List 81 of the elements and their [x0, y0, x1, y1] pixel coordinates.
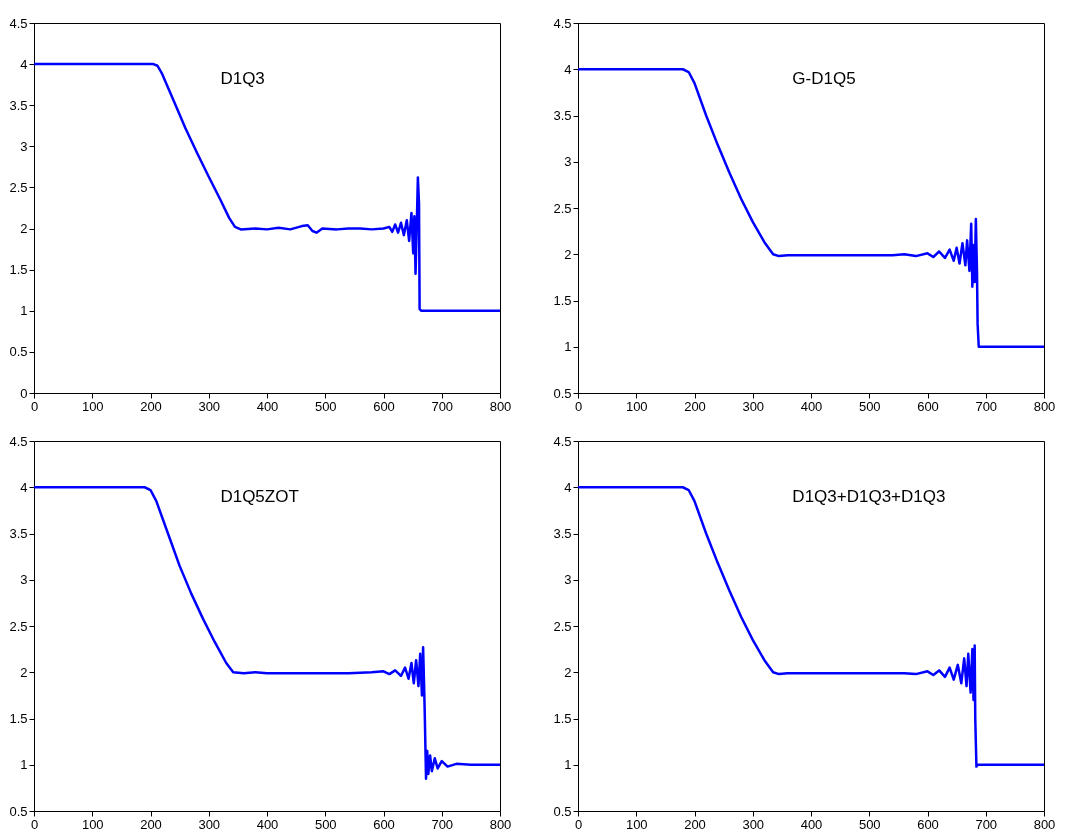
- annotation: D1Q3+D1Q3+D1Q3: [792, 486, 946, 506]
- y-tick-label: 3: [564, 154, 572, 170]
- y-tick-label: 2.5: [553, 200, 572, 216]
- line-series: [578, 68, 1044, 348]
- y-tick-label: 0.5: [9, 344, 28, 360]
- x-tick-label: 200: [140, 816, 162, 832]
- y-tick-label: 2: [564, 246, 572, 262]
- x-tick-label: 100: [625, 816, 648, 832]
- y-tick-label: 3: [20, 138, 28, 154]
- x-tick-label: 800: [489, 398, 512, 414]
- line-series: [34, 486, 500, 780]
- y-tick-label: 1.5: [9, 711, 28, 726]
- y-tick-label: 4: [564, 479, 572, 495]
- x-tick-label: 500: [858, 816, 881, 832]
- y-tick-label: 1.5: [9, 262, 28, 278]
- y-tick-label: 3.5: [9, 97, 28, 113]
- x-tick-label: 400: [800, 816, 823, 832]
- x-tick-label: 300: [742, 398, 765, 414]
- x-tick-label: 400: [256, 398, 279, 414]
- x-tick-label: 0: [574, 816, 583, 832]
- x-tick-label: 600: [917, 398, 939, 414]
- x-tick-label: 700: [975, 816, 998, 832]
- y-tick-label: 4: [20, 56, 28, 72]
- y-tick-label: 4.5: [553, 433, 572, 449]
- x-tick-label: 200: [140, 398, 162, 414]
- y-tick-label: 4.5: [9, 433, 28, 449]
- y-tick-label: 4.5: [553, 15, 572, 31]
- line-series: [578, 486, 1044, 768]
- x-tick-label: 800: [1033, 816, 1056, 832]
- x-tick-label: 0: [574, 398, 583, 414]
- x-tick-label: 800: [1033, 398, 1056, 414]
- x-tick-label: 500: [858, 398, 881, 414]
- x-tick-label: 600: [373, 398, 395, 414]
- x-tick-label: 0: [30, 398, 39, 414]
- y-tick-label: 4.5: [9, 15, 28, 31]
- x-tick-label: 700: [975, 398, 998, 414]
- y-tick-label: 1.5: [553, 711, 572, 726]
- x-tick-label: 0: [30, 816, 39, 832]
- x-tick-label: 300: [198, 816, 221, 832]
- y-tick-label: 3: [564, 572, 572, 588]
- x-tick-label: 700: [431, 398, 454, 414]
- y-tick-label: 1: [20, 303, 28, 319]
- annotation: G-D1Q5: [792, 68, 856, 88]
- y-tick-label: 2: [564, 664, 572, 680]
- x-tick-label: 200: [684, 816, 706, 832]
- y-tick-label: 3.5: [553, 526, 572, 541]
- y-tick-label: 2.5: [9, 179, 28, 195]
- y-tick-label: 3.5: [9, 526, 28, 541]
- y-tick-label: 1: [564, 339, 572, 355]
- y-tick-label: 0.5: [553, 803, 572, 819]
- x-tick-label: 100: [81, 398, 104, 414]
- y-tick-label: 0.5: [553, 385, 572, 401]
- x-tick-label: 300: [742, 816, 765, 832]
- x-tick-label: 800: [489, 816, 512, 832]
- y-tick-label: 2: [20, 664, 28, 680]
- x-tick-label: 700: [431, 816, 454, 832]
- annotation: D1Q3: [220, 68, 265, 88]
- y-tick-label: 2.5: [553, 618, 572, 634]
- x-tick-label: 500: [314, 816, 337, 832]
- y-tick-label: 0.5: [9, 803, 28, 819]
- y-tick-label: 4: [564, 61, 572, 77]
- y-tick-label: 1.5: [553, 293, 572, 308]
- y-tick-label: 4: [20, 479, 28, 495]
- line-series: [34, 62, 500, 313]
- y-tick-label: 3: [20, 572, 28, 588]
- annotation: D1Q5ZOT: [220, 486, 299, 506]
- x-tick-label: 400: [800, 398, 823, 414]
- y-tick-label: 2.5: [9, 618, 28, 634]
- y-tick-label: 2: [20, 221, 28, 237]
- x-tick-label: 600: [917, 816, 939, 832]
- x-tick-label: 300: [198, 398, 221, 414]
- x-tick-label: 400: [256, 816, 279, 832]
- x-tick-label: 600: [373, 816, 395, 832]
- y-tick-label: 3.5: [553, 108, 572, 123]
- x-tick-label: 100: [81, 816, 104, 832]
- y-tick-label: 1: [564, 757, 572, 773]
- x-tick-label: 200: [684, 398, 706, 414]
- y-tick-label: 0: [20, 385, 28, 401]
- x-tick-label: 500: [314, 398, 337, 414]
- y-tick-label: 1: [20, 757, 28, 773]
- x-tick-label: 100: [625, 398, 648, 414]
